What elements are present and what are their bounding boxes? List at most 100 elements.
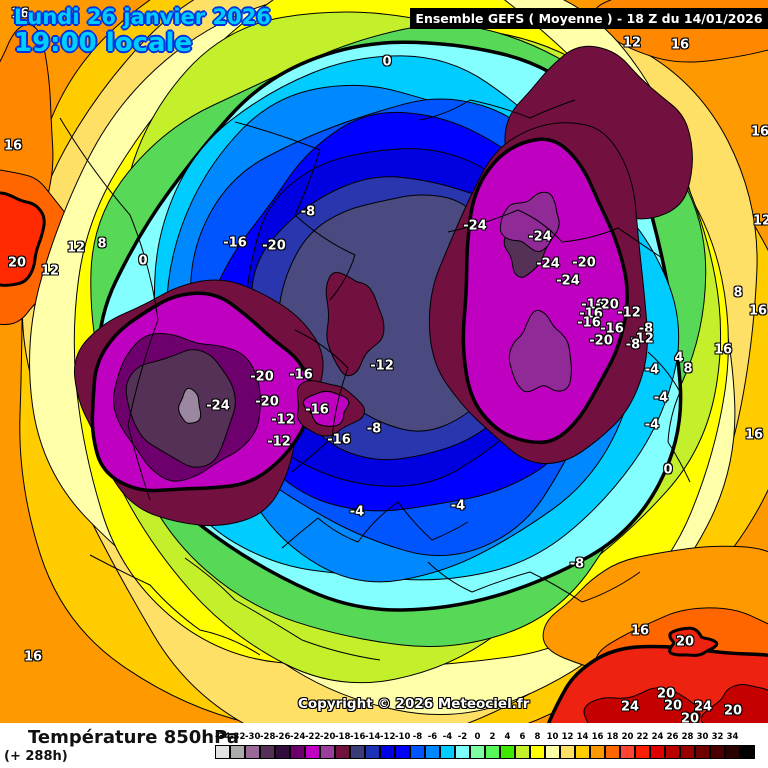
- temp-label: -20: [255, 394, 279, 410]
- temp-label: -16: [327, 432, 351, 448]
- parameter-title: Température 850hPa: [28, 727, 239, 748]
- scale-swatch: [725, 745, 740, 759]
- scale-swatch: [275, 745, 290, 759]
- temp-label: -8: [625, 337, 641, 353]
- temp-label: -12: [630, 331, 654, 347]
- model-run-bar: Ensemble GEFS ( Moyenne ) - 18 Z du 14/0…: [410, 8, 768, 29]
- temp-label: -4: [644, 362, 660, 378]
- temperature-band: [668, 626, 719, 657]
- scale-swatch: [455, 745, 470, 759]
- coastline: [647, 351, 691, 483]
- temp-label: -12: [370, 358, 394, 374]
- temperature-band: [178, 387, 202, 424]
- scale-swatch: [230, 745, 245, 759]
- temp-label: -20: [572, 255, 596, 271]
- coastline: [291, 329, 349, 473]
- coastline: [184, 557, 381, 661]
- scale-tick-label: -20: [320, 732, 336, 742]
- temp-label: -8: [638, 321, 654, 337]
- temperature-band: [499, 191, 560, 252]
- temp-label: -16: [305, 402, 329, 418]
- scale-tick-label: 20: [621, 732, 634, 742]
- temp-label: 16: [10, 6, 30, 22]
- temp-label: 20: [680, 711, 700, 727]
- scale-swatch: [320, 745, 335, 759]
- scale-tick-label: -26: [275, 732, 291, 742]
- temp-label: 0: [382, 54, 392, 70]
- scale-tick-label: 32: [711, 732, 724, 742]
- scale-swatch: [530, 745, 545, 759]
- scale-swatch: [665, 745, 680, 759]
- temperature-band: [325, 271, 385, 377]
- scale-tick-label: 34: [726, 732, 739, 742]
- scale-tick-label: -28: [260, 732, 276, 742]
- temp-label: 8: [683, 361, 693, 377]
- temperature-band: [0, 191, 46, 287]
- temp-label: -4: [349, 504, 365, 520]
- temp-label: -16: [577, 315, 601, 331]
- temperature-color-scale: -34 -32 -30 -28 -26 -24 -22 -20 -18 -16 -14 -12 -10-…: [0, 723, 768, 768]
- valid-time-label: 19:00 locale: [14, 28, 193, 59]
- temp-label: 8: [733, 285, 743, 301]
- scale-tick-label: -8: [412, 732, 423, 742]
- temp-label: -20: [589, 333, 613, 349]
- temp-label: -4: [653, 390, 669, 406]
- temp-label: 12: [40, 263, 60, 279]
- scale-swatch: [395, 745, 410, 759]
- coastline: [89, 554, 261, 656]
- temp-label: 8: [97, 236, 107, 252]
- temp-label: 24: [620, 699, 640, 715]
- temp-label: -4: [644, 417, 660, 433]
- coastline: [447, 209, 663, 259]
- temp-label: -20: [595, 297, 619, 313]
- scale-swatch: [635, 745, 650, 759]
- scale-tick-label: -10: [395, 732, 411, 742]
- temp-label: -16: [579, 306, 603, 322]
- scale-swatch: [470, 745, 485, 759]
- valid-datetime-block: Lundi 26 janvier 2026 19:00 locale: [14, 6, 271, 57]
- temp-label: -8: [300, 204, 316, 220]
- scale-swatch: [590, 745, 605, 759]
- scale-tick-label: 16: [591, 732, 604, 742]
- scale-tick-label: 30: [696, 732, 709, 742]
- temp-label: -8: [366, 421, 382, 437]
- temp-label: -24: [556, 273, 580, 289]
- scale-tick-label: 4: [504, 732, 511, 742]
- temperature-band: [302, 390, 350, 427]
- coastline: [419, 99, 576, 121]
- scale-tick-label: 26: [666, 732, 679, 742]
- scale-tick-label: 22: [636, 732, 649, 742]
- temp-label: 20: [656, 686, 676, 702]
- scale-swatch: [680, 745, 695, 759]
- temp-label: -16: [600, 321, 624, 337]
- scale-tick-label: -24: [290, 732, 306, 742]
- temp-label: 16: [744, 427, 764, 443]
- temp-label: 16: [630, 623, 650, 639]
- scale-swatch: [485, 745, 500, 759]
- scale-tick-label: -12: [380, 732, 396, 742]
- temp-label: 20: [7, 255, 27, 271]
- temp-label: 12: [66, 240, 86, 256]
- scale-swatch: [245, 745, 260, 759]
- coastline: [234, 121, 356, 301]
- scale-swatch: [350, 745, 365, 759]
- coastline: [281, 501, 469, 549]
- scale-swatch: [500, 745, 515, 759]
- scale-tick-label: -4: [442, 732, 453, 742]
- temp-label: 0: [663, 462, 673, 478]
- temp-label: -24: [536, 256, 560, 272]
- coastline: [59, 117, 159, 501]
- scale-swatch: [215, 745, 230, 759]
- temp-label: -16: [289, 367, 313, 383]
- scale-swatch: [605, 745, 620, 759]
- scale-swatch: [515, 745, 530, 759]
- temp-label: 24: [693, 699, 713, 715]
- scale-swatch: [650, 745, 665, 759]
- scale-swatch: [710, 745, 725, 759]
- temp-label: 16: [3, 138, 23, 154]
- scale-swatch: [305, 745, 320, 759]
- scale-swatch: [545, 745, 560, 759]
- scale-tick-label: -6: [427, 732, 438, 742]
- scale-tick-label: -22: [305, 732, 321, 742]
